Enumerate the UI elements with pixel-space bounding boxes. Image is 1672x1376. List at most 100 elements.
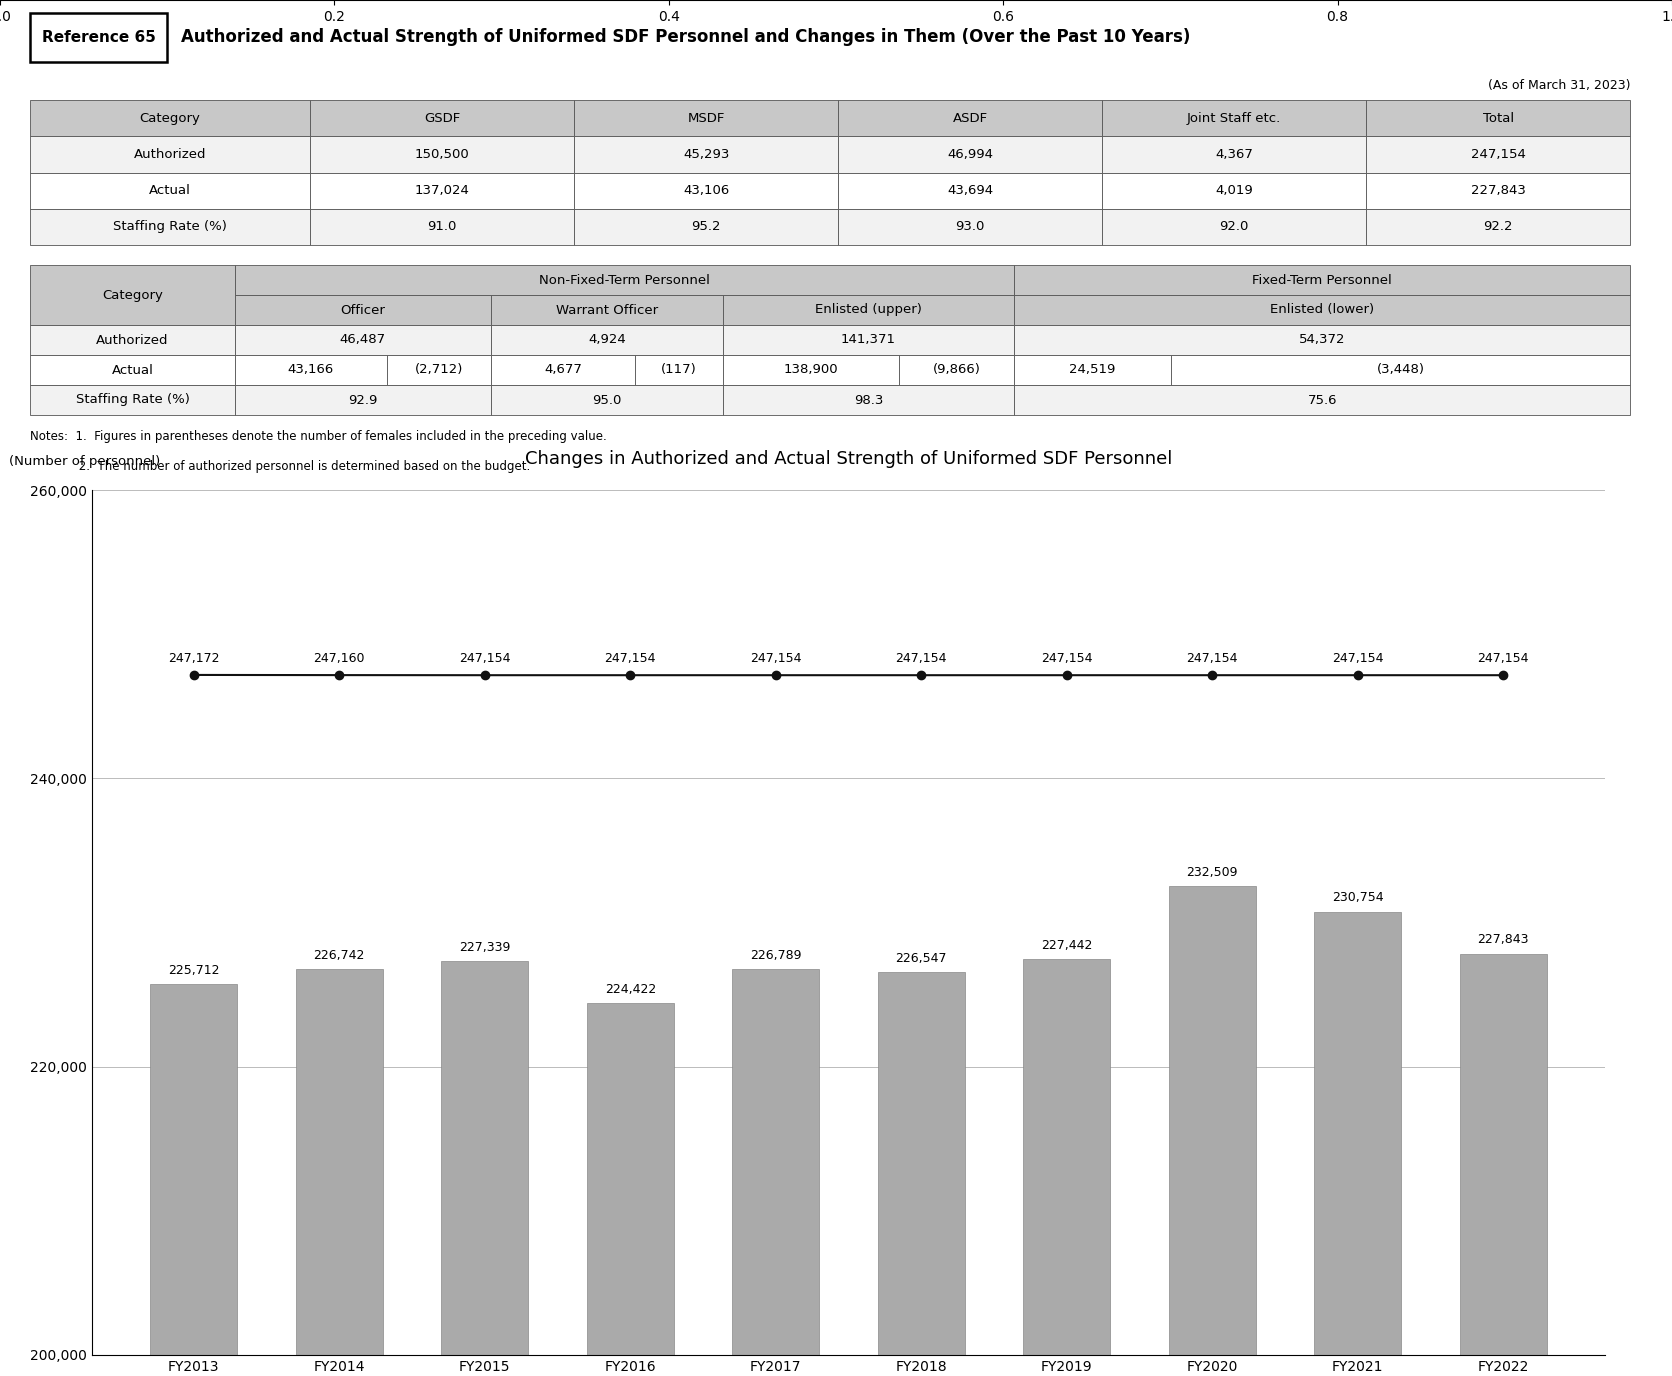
Text: 92.2: 92.2 [1483, 220, 1513, 234]
Bar [1102, 136, 1366, 172]
Bar [234, 266, 1015, 294]
Text: Enlisted (lower): Enlisted (lower) [1271, 304, 1374, 316]
Text: 227,843: 227,843 [1471, 184, 1525, 197]
Text: 230,754: 230,754 [1333, 892, 1384, 904]
Bar [30, 209, 309, 245]
Text: 92.9: 92.9 [348, 394, 378, 406]
Bar [309, 172, 573, 209]
Bar [1023, 959, 1110, 1376]
Text: Fixed-Term Personnel: Fixed-Term Personnel [1252, 274, 1393, 286]
Text: 225,712: 225,712 [169, 965, 219, 977]
Text: GSDF: GSDF [425, 111, 460, 125]
Text: 247,154: 247,154 [460, 652, 510, 665]
Text: 247,154: 247,154 [1187, 652, 1237, 665]
Text: 247,154: 247,154 [1471, 147, 1525, 161]
Bar [722, 355, 900, 385]
Text: Authorized: Authorized [97, 333, 169, 347]
Bar [492, 294, 722, 325]
Text: 43,106: 43,106 [684, 184, 729, 197]
Bar [1169, 886, 1256, 1376]
Bar [1366, 100, 1630, 136]
Text: 141,371: 141,371 [841, 333, 896, 347]
Bar [732, 969, 819, 1376]
Text: 4,367: 4,367 [1216, 147, 1252, 161]
Bar [722, 294, 1015, 325]
Bar [1015, 325, 1630, 355]
Bar [838, 172, 1102, 209]
Bar [900, 355, 1015, 385]
Bar [722, 325, 1015, 355]
Text: Authorized: Authorized [134, 147, 206, 161]
Bar [441, 960, 528, 1376]
Text: (3,448): (3,448) [1376, 363, 1425, 377]
Text: 46,994: 46,994 [946, 147, 993, 161]
Bar [30, 355, 234, 385]
Text: 226,547: 226,547 [896, 952, 946, 965]
Text: ASDF: ASDF [953, 111, 988, 125]
Bar [722, 385, 1015, 416]
Text: Staffing Rate (%): Staffing Rate (%) [75, 394, 189, 406]
Text: Reference 65: Reference 65 [42, 30, 155, 44]
Bar [1314, 912, 1401, 1376]
Bar [1015, 294, 1630, 325]
Text: 150,500: 150,500 [415, 147, 470, 161]
Text: 138,900: 138,900 [784, 363, 838, 377]
Text: Joint Staff etc.: Joint Staff etc. [1187, 111, 1281, 125]
Text: 227,843: 227,843 [1478, 933, 1528, 947]
Text: 93.0: 93.0 [955, 220, 985, 234]
Text: 54,372: 54,372 [1299, 333, 1346, 347]
Bar [30, 136, 309, 172]
Bar [838, 136, 1102, 172]
Text: 247,160: 247,160 [314, 652, 364, 665]
Bar [1102, 172, 1366, 209]
Text: Actual: Actual [149, 184, 191, 197]
Text: 98.3: 98.3 [854, 394, 883, 406]
Text: Notes:  1.  Figures in parentheses denote the number of females included in the : Notes: 1. Figures in parentheses denote … [30, 429, 607, 443]
Text: 247,154: 247,154 [896, 652, 946, 665]
Bar [234, 355, 386, 385]
Bar [30, 172, 309, 209]
Bar [30, 266, 234, 325]
Text: Category: Category [140, 111, 201, 125]
Bar [1015, 385, 1630, 416]
Text: Actual: Actual [112, 363, 154, 377]
Text: Enlisted (upper): Enlisted (upper) [816, 304, 921, 316]
Bar [1170, 355, 1630, 385]
Bar [1366, 172, 1630, 209]
Text: 226,742: 226,742 [314, 949, 364, 962]
Bar [1366, 209, 1630, 245]
Text: 24,519: 24,519 [1070, 363, 1115, 377]
Text: 227,339: 227,339 [460, 941, 510, 954]
Text: Non-Fixed-Term Personnel: Non-Fixed-Term Personnel [538, 274, 711, 286]
Text: (Number of personnel): (Number of personnel) [8, 455, 161, 468]
Bar [309, 136, 573, 172]
Bar [150, 984, 237, 1376]
Text: Changes in Authorized and Actual Strength of Uniformed SDF Personnel: Changes in Authorized and Actual Strengt… [525, 450, 1172, 468]
Text: 95.2: 95.2 [692, 220, 721, 234]
Text: Total: Total [1483, 111, 1513, 125]
Bar [296, 970, 383, 1376]
Text: 224,422: 224,422 [605, 982, 655, 996]
Text: 4,677: 4,677 [543, 363, 582, 377]
Text: 4,924: 4,924 [589, 333, 625, 347]
Bar [234, 294, 492, 325]
Text: 43,694: 43,694 [946, 184, 993, 197]
Text: 46,487: 46,487 [339, 333, 386, 347]
Bar [573, 100, 838, 136]
Text: Authorized and Actual Strength of Uniformed SDF Personnel and Changes in Them (O: Authorized and Actual Strength of Unifor… [181, 28, 1190, 47]
Bar [1102, 100, 1366, 136]
Text: 137,024: 137,024 [415, 184, 470, 197]
Bar [587, 1003, 674, 1376]
Bar [234, 325, 492, 355]
Text: 247,154: 247,154 [605, 652, 655, 665]
Bar [30, 12, 167, 62]
Bar [492, 355, 635, 385]
Bar [573, 172, 838, 209]
Text: 95.0: 95.0 [592, 394, 622, 406]
Text: 4,019: 4,019 [1216, 184, 1252, 197]
Text: (9,866): (9,866) [933, 363, 980, 377]
Bar [1366, 136, 1630, 172]
Bar [878, 973, 965, 1376]
Text: 91.0: 91.0 [428, 220, 456, 234]
Bar [30, 100, 309, 136]
